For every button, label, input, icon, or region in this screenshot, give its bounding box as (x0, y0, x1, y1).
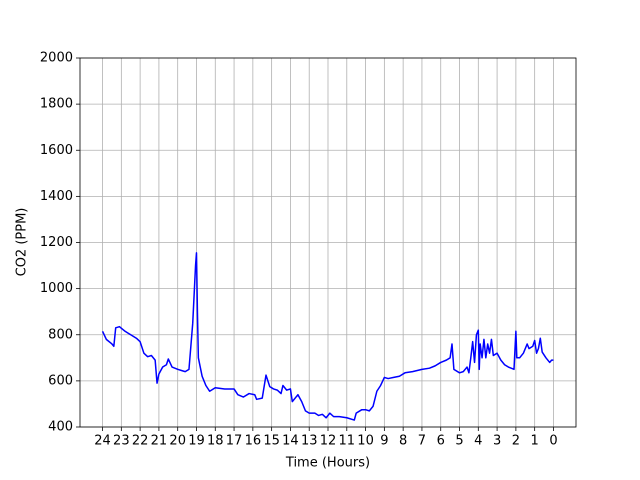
x-tick-label: 7 (418, 434, 426, 449)
x-tick-label: 3 (493, 434, 501, 449)
x-tick-label: 22 (132, 434, 149, 449)
x-tick-label: 0 (549, 434, 557, 449)
y-tick-label: 1000 (40, 281, 73, 296)
x-tick-label: 13 (301, 434, 318, 449)
x-tick-label: 18 (207, 434, 224, 449)
x-tick-label: 6 (437, 434, 445, 449)
x-tick-label: 5 (455, 434, 463, 449)
x-tick-label: 21 (151, 434, 168, 449)
x-tick-label: 1 (531, 434, 539, 449)
x-tick-label: 16 (245, 434, 262, 449)
x-tick-label: 4 (474, 434, 482, 449)
x-tick-label: 8 (399, 434, 407, 449)
y-tick-label: 1200 (40, 235, 73, 250)
y-tick-label: 1800 (40, 97, 73, 112)
x-tick-label: 2 (512, 434, 520, 449)
x-tick-label: 12 (320, 434, 337, 449)
x-axis-label: Time (Hours) (285, 456, 370, 471)
y-tick-label: 800 (48, 327, 73, 342)
y-tick-label: 2000 (40, 51, 73, 66)
y-axis-label: CO2 (PPM) (15, 208, 30, 277)
x-tick-label: 17 (226, 434, 243, 449)
y-tick-label: 400 (48, 420, 73, 435)
x-tick-label: 10 (357, 434, 374, 449)
x-tick-label: 11 (339, 434, 356, 449)
x-tick-label: 19 (188, 434, 205, 449)
x-tick-label: 9 (380, 434, 388, 449)
data-line (101, 252, 554, 421)
x-tick-label: 24 (94, 434, 111, 449)
x-tick-label: 20 (169, 434, 186, 449)
plot-frame (79, 57, 577, 428)
x-tick-label: 23 (113, 434, 130, 449)
x-tick-label: 14 (282, 434, 299, 449)
y-tick-label: 600 (48, 373, 73, 388)
y-tick-label: 1600 (40, 143, 73, 158)
x-tick-label: 15 (263, 434, 280, 449)
y-tick-label: 1400 (40, 189, 73, 204)
